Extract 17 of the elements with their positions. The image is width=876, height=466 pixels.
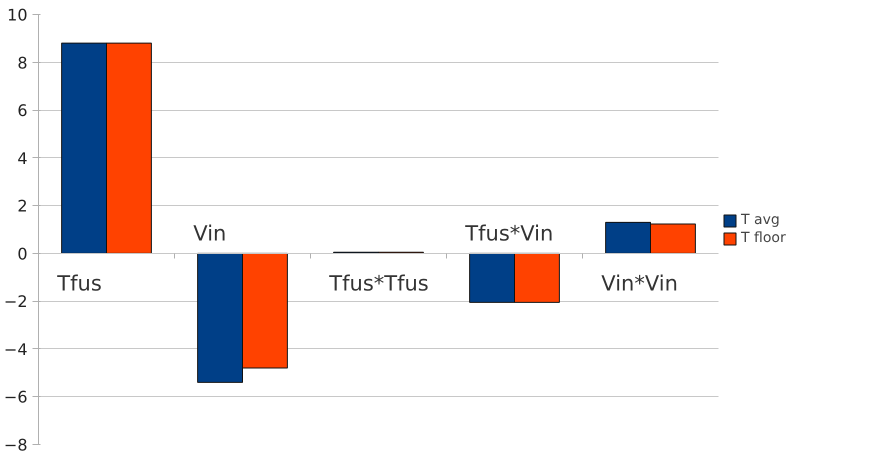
y-tick-label: 4 — [17, 148, 28, 168]
legend-label: T avg — [741, 212, 780, 228]
y-tick-label: 6 — [17, 101, 28, 120]
y-tick-label: 10 — [7, 6, 28, 24]
y-tick-label: −6 — [4, 388, 28, 407]
y-tick-label: −8 — [4, 436, 28, 454]
y-tick-label: −2 — [4, 292, 28, 312]
y-tick-label: 2 — [17, 196, 28, 216]
y-tick-label: 8 — [17, 53, 28, 72]
y-tick-label: −4 — [4, 340, 28, 359]
x-tick-label: Vin*Vin — [601, 271, 678, 296]
x-tick-label: Tfus*Tfus — [328, 271, 429, 296]
x-tick-label: Vin — [193, 221, 226, 246]
x-tick-label: Tfus — [56, 271, 102, 296]
legend-label: T floor — [741, 230, 786, 246]
x-tick-label: Tfus*Vin — [464, 221, 554, 246]
y-tick-label: 0 — [17, 244, 28, 264]
